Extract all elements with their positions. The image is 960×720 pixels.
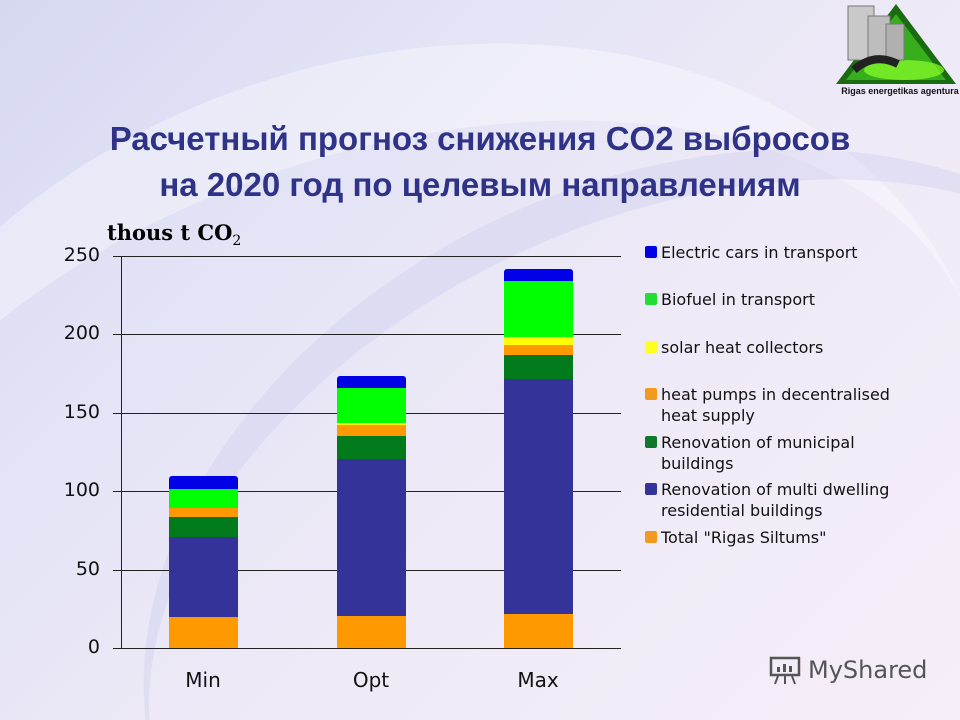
bar-segment — [504, 281, 573, 337]
bar-segment — [504, 269, 573, 282]
bar-max — [504, 269, 573, 648]
title-line-1: Расчетный прогноз снижения CO2 выбросов — [109, 120, 851, 157]
legend-item: Electric cars in transport — [645, 242, 931, 263]
legend-item: Renovation of municipal buildings — [645, 432, 931, 474]
legend-label: solar heat collectors — [661, 338, 824, 357]
bar-segment — [169, 508, 238, 518]
legend-swatch-icon — [645, 436, 657, 448]
legend-label: Total "Rigas Siltums" — [661, 528, 827, 547]
legend-item: Total "Rigas Siltums" — [645, 527, 931, 548]
bar-segment — [337, 435, 406, 460]
bar-segment — [169, 476, 238, 489]
bar-segment — [169, 616, 238, 648]
bar-segment — [169, 517, 238, 538]
bar-opt — [337, 376, 406, 648]
legend-swatch-icon — [645, 341, 657, 353]
bar-segment — [504, 336, 573, 345]
bar-min — [169, 476, 238, 648]
gridline — [113, 256, 621, 257]
bar-segment — [504, 379, 573, 615]
y-tick-label: 150 — [63, 400, 100, 423]
bar-segment — [504, 344, 573, 355]
bar-segment — [337, 376, 406, 388]
legend-item: Renovation of multi dwelling residential… — [645, 479, 931, 521]
legend-swatch-icon — [645, 388, 657, 400]
legend-label: heat pumps in decentralised heat supply — [661, 385, 890, 425]
myshared-watermark: MyShared — [768, 655, 927, 685]
legend-swatch-icon — [645, 246, 657, 258]
y-tick-label: 100 — [63, 479, 100, 502]
bar-segment — [337, 425, 406, 436]
gridline — [113, 334, 621, 336]
legend-label: Renovation of municipal buildings — [661, 433, 855, 473]
gridline — [113, 648, 621, 649]
bar-segment — [169, 488, 238, 508]
y-tick-label: 50 — [75, 557, 100, 580]
logo-caption: Rigas energetikas agentura — [841, 86, 959, 96]
y-tick-label: 250 — [63, 244, 100, 266]
bar-segment — [337, 615, 406, 648]
chart-plot-area — [113, 256, 621, 649]
bar-segment — [169, 537, 238, 617]
y-axis-label-subscript: 2 — [232, 233, 242, 250]
legend-item: heat pumps in decentralised heat supply — [645, 384, 931, 426]
legend-swatch-icon — [645, 293, 657, 305]
x-tick-label: Opt — [352, 668, 390, 692]
y-axis-line — [121, 256, 122, 648]
bar-segment — [504, 354, 573, 380]
legend-swatch-icon — [645, 483, 657, 495]
bar-segment — [337, 423, 406, 426]
legend-label: Electric cars in transport — [661, 243, 858, 262]
y-axis-label: thous t CO2 — [107, 220, 241, 249]
bar-segment — [337, 387, 406, 424]
y-axis-label-text: thous t CO — [107, 220, 233, 245]
bar-segment — [504, 614, 573, 648]
legend-item: solar heat collectors — [645, 337, 931, 358]
presentation-board-icon — [769, 656, 801, 685]
legend-label: Renovation of multi dwelling residential… — [661, 480, 890, 520]
legend-item: Biofuel in transport — [645, 289, 931, 310]
bar-segment — [169, 507, 238, 509]
rea-logo: Rigas energetikas agentura — [834, 0, 959, 98]
legend-swatch-icon — [645, 531, 657, 543]
y-tick-label: 0 — [87, 636, 100, 658]
x-tick-label: Max — [517, 668, 559, 692]
x-tick-label: Min — [185, 668, 221, 692]
rea-logo-icon — [836, 4, 956, 84]
watermark-text: MyShared — [808, 656, 928, 684]
legend-label: Biofuel in transport — [661, 290, 815, 309]
title-line-2: на 2020 год по целевым направлениям — [159, 166, 801, 203]
y-tick-label: 200 — [63, 322, 100, 345]
bar-segment — [337, 459, 406, 616]
slide-title: Расчетный прогноз снижения CO2 выбросов … — [0, 116, 960, 208]
